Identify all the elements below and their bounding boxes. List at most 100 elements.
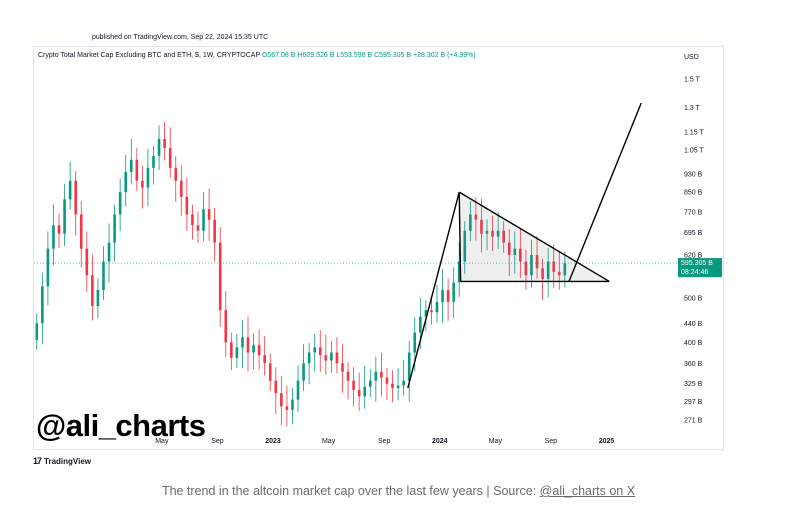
candle-body: [74, 180, 77, 215]
candle-body: [496, 230, 500, 237]
candle-body: [63, 199, 66, 234]
candle-body: [196, 225, 200, 231]
candle-body: [274, 380, 278, 394]
candle-body: [485, 230, 489, 234]
candle-body: [452, 282, 455, 302]
candle-body: [424, 310, 428, 317]
candle-body: [352, 380, 355, 390]
candle-body: [346, 371, 350, 381]
price-tick-label: 400 B: [684, 340, 703, 347]
watermark: @ali_charts: [36, 408, 206, 443]
legend-symbol: Crypto Total Market Cap Excluding BTC an…: [38, 52, 261, 59]
time-tick-label: May: [155, 438, 169, 445]
chart-panel[interactable]: [33, 46, 724, 450]
candle-body: [441, 290, 444, 302]
candle-body: [374, 371, 378, 381]
price-tick-label: 1.15 T: [684, 129, 704, 136]
candle-body: [174, 167, 178, 181]
pennant-upper-line: [458, 191, 610, 283]
caption-text: The trend in the altcoin market cap over…: [161, 484, 540, 498]
candle-body: [318, 347, 322, 356]
candle-body: [357, 389, 361, 397]
price-tick-label: 695 B: [684, 230, 703, 237]
candle-body: [57, 225, 61, 234]
candle-body: [546, 261, 550, 279]
candle-body: [35, 323, 39, 340]
candle-body: [157, 138, 161, 156]
price-tick-label: 1.05 T: [684, 148, 704, 155]
price-tick-label: 930 B: [684, 172, 703, 179]
candle-body: [141, 180, 144, 188]
candle-body: [391, 383, 394, 389]
candle-body: [52, 225, 55, 249]
last-price-marker: 595.305 B 08:24:46: [34, 258, 722, 278]
price-tick-label: 1.3 T: [684, 105, 701, 112]
candle-body: [463, 230, 467, 262]
candle-body: [552, 261, 556, 272]
candle-body: [96, 290, 100, 306]
candle-body: [419, 316, 422, 333]
price-tick-label: 271 B: [684, 417, 703, 424]
candles: [35, 121, 567, 427]
candle-body: [530, 255, 533, 276]
price-axis-unit: USD: [684, 54, 699, 61]
candle-body: [218, 242, 222, 311]
candle-body: [557, 271, 561, 276]
published-date: published on TradingView.com, Sep 22, 20…: [92, 34, 269, 41]
source-link[interactable]: @ali_charts on X: [539, 484, 636, 498]
price-tick-label: 620 B: [684, 253, 703, 260]
time-tick-label: Sep: [211, 438, 224, 445]
candle-body: [302, 363, 305, 381]
last-price-tag: [678, 258, 722, 278]
candle-body: [168, 148, 172, 168]
candle-body: [413, 332, 417, 353]
candle-body: [541, 268, 544, 279]
candle-body: [85, 248, 89, 276]
candle-body: [563, 263, 567, 276]
candle-body: [330, 352, 333, 361]
price-axis[interactable]: USD 1.5 T 1.3 T 1.15 T 1.05 T 930 B 850 B 770 B…: [684, 54, 704, 424]
legend-low: L553.598 B: [336, 52, 373, 59]
candle-body: [335, 352, 339, 364]
time-tick-label: 2023: [265, 438, 281, 445]
candle-body: [91, 275, 94, 306]
candle-body: [113, 214, 116, 243]
candle-body: [207, 209, 211, 220]
candle-body: [502, 230, 505, 243]
candle-body: [491, 230, 494, 237]
candle-body: [396, 385, 400, 389]
price-tick-label: 360 B: [684, 361, 703, 368]
last-price-countdown: 08:24:46: [681, 269, 708, 276]
candle-body: [241, 337, 244, 348]
candle-body: [368, 380, 372, 387]
flagpole-down-line: [458, 192, 462, 282]
candle-body: [457, 261, 461, 283]
projection-line: [568, 102, 642, 282]
candle-body: [179, 180, 183, 197]
time-tick-label: Sep: [545, 438, 558, 445]
price-tick-label: 770 B: [684, 209, 703, 216]
candle-body: [107, 242, 111, 262]
candle-body: [230, 342, 233, 358]
time-tick-label: 2024: [432, 438, 448, 445]
candle-body: [385, 377, 389, 384]
candle-body: [202, 209, 205, 231]
time-tick-label: 2025: [599, 438, 615, 445]
candle-body: [524, 261, 528, 276]
pattern-lines: [407, 102, 642, 389]
candle-body: [257, 344, 261, 356]
time-axis[interactable]: May Sep 2023 May Sep 2024 May Sep 2025: [155, 438, 614, 445]
candle-body: [252, 344, 255, 353]
tradingview-logo[interactable]: 17 TradingView: [33, 456, 91, 466]
price-tick-label: 325 B: [684, 381, 703, 388]
candle-body: [152, 155, 155, 168]
candle-body: [435, 301, 439, 313]
candle-body: [163, 138, 166, 149]
candle-body: [363, 386, 367, 397]
candle-body: [118, 192, 122, 215]
tradingview-logo-icon: 17: [33, 456, 42, 466]
time-tick-label: May: [322, 438, 336, 445]
flagpole-up-line: [407, 191, 460, 389]
price-tick-label: 1.5 T: [684, 76, 701, 83]
